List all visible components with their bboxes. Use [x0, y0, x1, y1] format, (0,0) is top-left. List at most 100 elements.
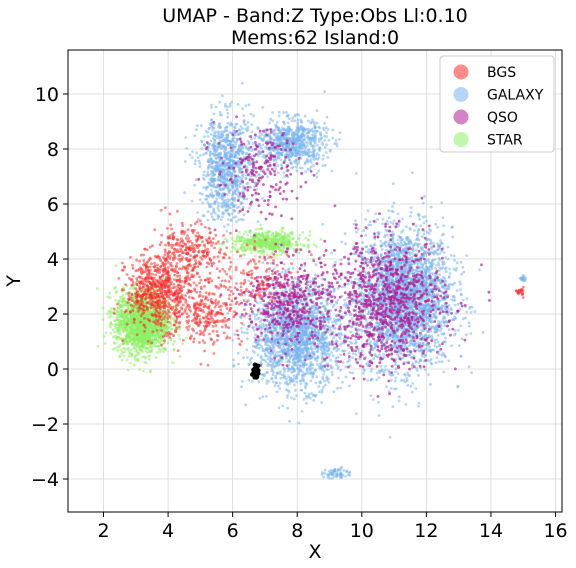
scatter-point-galaxy	[312, 399, 315, 402]
scatter-point-galaxy	[400, 378, 403, 382]
scatter-point-galaxy	[220, 113, 224, 117]
scatter-point-galaxy	[210, 212, 213, 216]
scatter-point-galaxy	[347, 351, 351, 355]
scatter-point-galaxy	[311, 374, 315, 378]
scatter-point-galaxy	[196, 211, 200, 214]
scatter-point-galaxy	[245, 328, 249, 331]
scatter-point-galaxy	[352, 222, 356, 226]
scatter-point-galaxy	[291, 361, 295, 365]
scatter-point-galaxy	[423, 194, 426, 198]
scatter-point-galaxy	[258, 343, 262, 347]
scatter-point-galaxy	[467, 365, 471, 369]
scatter-point-galaxy	[429, 383, 432, 386]
scatter-point-galaxy	[462, 317, 465, 321]
scatter-point-galaxy	[442, 353, 446, 357]
scatter-point-galaxy	[421, 255, 425, 259]
scatter-point-galaxy	[334, 322, 338, 325]
scatter-point-galaxy	[291, 334, 294, 338]
scatter-point-galaxy	[424, 261, 428, 265]
scatter-point-galaxy	[243, 293, 247, 297]
scatter-point-galaxy	[344, 365, 348, 368]
scatter-point-galaxy	[339, 368, 343, 372]
scatter-point-galaxy	[420, 328, 423, 332]
scatter-point-galaxy	[377, 414, 381, 417]
scatter-point-galaxy	[411, 268, 414, 272]
scatter-point-galaxy	[449, 254, 453, 257]
scatter-point-galaxy	[271, 380, 275, 384]
scatter-point-galaxy	[364, 245, 368, 249]
scatter-point-galaxy	[328, 343, 331, 346]
scatter-point-galaxy	[266, 357, 270, 361]
scatter-point-galaxy	[360, 349, 364, 353]
scatter-point-galaxy	[293, 383, 296, 387]
scatter-point-galaxy	[301, 370, 305, 374]
scatter-point-galaxy	[257, 380, 260, 383]
scatter-point-galaxy	[234, 122, 238, 126]
scatter-point-galaxy	[335, 318, 339, 322]
scatter-point-galaxy	[386, 338, 390, 342]
scatter-point-galaxy	[299, 382, 303, 386]
scatter-point-galaxy	[276, 338, 280, 342]
scatter-point-galaxy	[444, 270, 448, 273]
scatter-point-galaxy	[408, 344, 411, 348]
scatter-point-galaxy	[406, 242, 410, 246]
scatter-point-galaxy	[419, 348, 423, 352]
scatter-point-galaxy	[254, 333, 257, 336]
scatter-point-galaxy	[299, 368, 303, 372]
scatter-point-galaxy	[389, 387, 393, 390]
scatter-point-galaxy	[373, 343, 377, 346]
scatter-point-galaxy	[431, 325, 435, 328]
scatter-point-galaxy	[364, 234, 368, 237]
scatter-point-galaxy	[357, 286, 361, 290]
scatter-point-galaxy	[225, 108, 229, 112]
scatter-point-galaxy	[333, 317, 336, 321]
scatter-point-galaxy	[295, 350, 298, 353]
scatter-point-galaxy	[406, 371, 410, 375]
scatter-point-galaxy	[315, 375, 319, 378]
scatter-point-galaxy	[286, 343, 290, 347]
scatter-point-galaxy	[302, 397, 306, 401]
scatter-point-galaxy	[282, 297, 286, 301]
scatter-point-galaxy	[382, 353, 386, 356]
scatter-point-galaxy	[195, 151, 199, 155]
scatter-point-galaxy	[392, 219, 396, 223]
scatter-point-galaxy	[388, 436, 392, 439]
scatter-point-galaxy	[404, 246, 408, 250]
scatter-point-galaxy	[392, 345, 395, 349]
scatter-point-galaxy	[439, 241, 443, 245]
scatter-point-galaxy	[420, 322, 423, 326]
scatter-point-galaxy	[373, 255, 377, 259]
scatter-point-galaxy	[324, 324, 328, 327]
scatter-point-galaxy	[380, 263, 384, 267]
scatter-point-galaxy	[243, 331, 247, 335]
scatter-point-galaxy	[435, 356, 439, 360]
scatter-point-galaxy	[378, 353, 381, 356]
scatter-point-galaxy	[324, 342, 328, 346]
scatter-point-galaxy	[414, 224, 418, 228]
scatter-point-galaxy	[323, 383, 327, 387]
scatter-point-galaxy	[306, 342, 310, 346]
scatter-point-galaxy	[394, 376, 398, 380]
scatter-point-galaxy	[437, 261, 440, 264]
scatter-point-galaxy	[267, 351, 271, 355]
scatter-point-galaxy	[437, 263, 441, 267]
scatter-point-galaxy	[309, 364, 312, 368]
scatter-point-galaxy	[396, 253, 400, 257]
scatter-point-galaxy	[435, 328, 439, 331]
scatter-point-galaxy	[240, 330, 244, 334]
scatter-point-galaxy	[396, 212, 400, 216]
scatter-point-galaxy	[219, 218, 223, 222]
scatter-point-galaxy	[300, 347, 304, 351]
scatter-point-galaxy	[256, 220, 260, 224]
scatter-point-galaxy	[329, 358, 333, 362]
scatter-point-galaxy	[456, 384, 460, 388]
scatter-point-galaxy	[288, 357, 292, 360]
scatter-point-galaxy	[458, 307, 462, 311]
scatter-point-galaxy	[433, 258, 437, 261]
scatter-point-galaxy	[434, 222, 437, 226]
scatter-point-galaxy	[272, 346, 276, 349]
scatter-point-galaxy	[285, 388, 288, 392]
scatter-point-galaxy	[459, 260, 463, 264]
scatter-point-galaxy	[263, 330, 267, 333]
scatter-point-galaxy	[414, 248, 418, 252]
